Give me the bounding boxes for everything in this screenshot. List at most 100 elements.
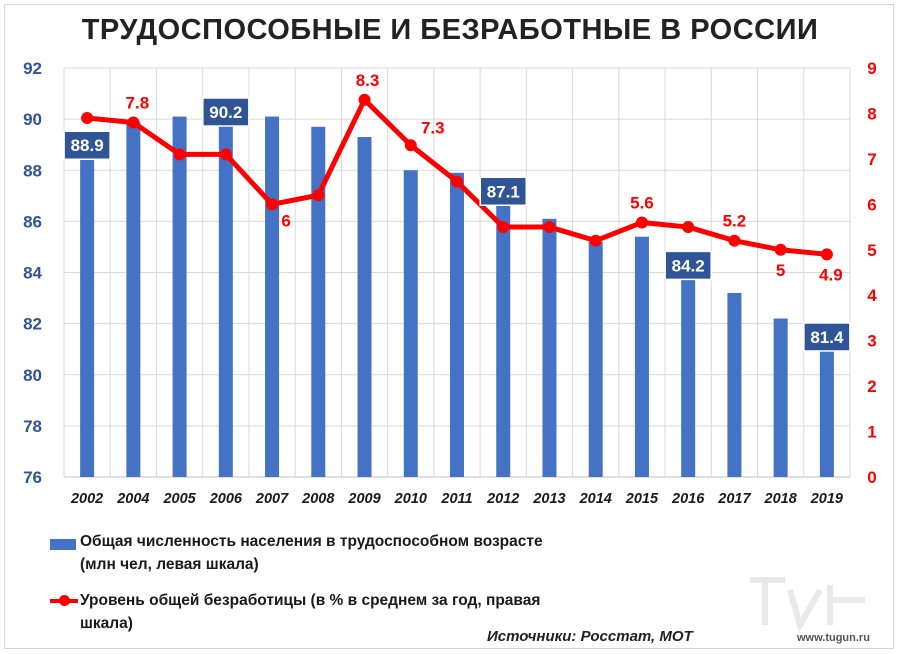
bar [357,137,372,478]
line-data-label: 7.3 [421,118,445,137]
bar-label-box [202,97,250,127]
line-data-label: 5.6 [630,194,654,213]
y-right-tick-label: 1 [867,423,876,442]
line-point [219,148,232,161]
line-point [312,189,325,202]
x-tick-label: 2012 [486,491,519,507]
line-point [358,93,371,106]
line-data-label: 8.3 [356,71,380,90]
chart-frame [4,4,894,649]
bar-label-box [63,130,111,160]
y-left-tick-label: 86 [23,212,42,231]
legend-population-label: Общая численность населения в трудоспосо… [80,533,543,550]
line-point [589,234,602,247]
legend-unemployment-label-2: шкала) [80,615,133,632]
x-tick-label: 2010 [394,491,427,507]
bar-data-label: 87.1 [487,182,520,201]
x-tick-label: 2005 [162,491,196,507]
bar [681,267,696,477]
legend-population-label-2: (млн чел, левая шкала) [80,556,259,573]
y-left-tick-label: 92 [23,59,42,78]
bar-label-box [664,250,712,281]
bar [727,292,742,477]
line-point [774,243,787,256]
y-left-tick-label: 88 [23,161,42,180]
y-right-tick-label: 4 [867,286,877,305]
chart-title: ТРУДОСПОСОБНЫЕ И БЕЗРАБОТНЫЕ В РОССИИ [81,14,819,46]
bar [634,236,649,477]
line-point [497,221,510,234]
line-point [81,111,94,124]
x-tick-label: 2011 [440,491,472,507]
bar [588,241,603,477]
bar-data-label: 84.2 [672,256,705,275]
bar [172,116,187,477]
bar [773,318,788,477]
line-data-label: 5.2 [723,212,747,231]
y-right-tick-label: 8 [867,104,876,123]
line-point [728,234,741,247]
x-tick-label: 2009 [347,491,380,507]
line-point [543,221,556,234]
x-tick-label: 2008 [301,491,335,507]
x-tick-label: 2006 [209,491,243,507]
bar [218,114,233,477]
y-left-tick-label: 84 [23,264,42,283]
y-left-tick-label: 80 [23,366,42,385]
y-left-tick-label: 76 [23,468,42,487]
line-point [404,139,417,152]
line-point [635,216,648,229]
line-data-label: 7.8 [126,94,150,113]
bar-label-box [479,176,527,207]
line-point [820,248,833,261]
line-data-label: 6 [281,211,290,230]
bar [311,126,326,477]
bar-data-label: 90.2 [209,103,242,122]
y-left-tick-label: 82 [23,315,42,334]
x-tick-label: 2018 [764,491,798,507]
y-left-tick-label: 90 [23,110,42,129]
bar [496,193,511,477]
x-tick-label: 2014 [579,491,612,507]
line-point [451,175,463,188]
y-right-tick-label: 5 [867,241,876,260]
bar [403,170,418,477]
y-right-tick-label: 7 [867,150,876,169]
bar [265,116,280,477]
y-right-tick-label: 2 [867,377,876,396]
bar-data-label: 88.9 [71,136,104,155]
x-tick-label: 2015 [625,491,659,507]
line-point [127,116,140,129]
bar [819,338,834,477]
line-point [173,148,186,161]
bar [450,172,464,477]
bar [542,218,557,477]
y-right-tick-label: 6 [867,195,876,214]
line-data-label: 4.9 [819,265,843,284]
x-tick-label: 2002 [70,491,103,507]
y-right-tick-label: 9 [867,59,876,78]
x-tick-label: 2016 [671,491,705,507]
legend-line-marker [59,595,70,606]
y-right-tick-label: 3 [867,332,876,351]
x-tick-label: 2007 [255,491,289,507]
x-tick-label: 2017 [717,491,751,507]
y-left-tick-label: 78 [23,417,42,436]
bar-label-box [803,322,851,352]
bar [80,147,95,477]
line-point [266,198,279,211]
bar-data-label: 81.4 [810,328,844,347]
line-point [682,221,695,234]
source-note: Источники: Росстат, МОТ [487,628,693,645]
y-right-tick-label: 0 [867,468,876,487]
x-tick-label: 2019 [810,491,843,507]
watermark-logo-icon [750,577,865,633]
x-tick-label: 2004 [116,491,149,507]
legend-unemployment-label: Уровень общей безработицы (в % в среднем… [80,592,541,609]
watermark-text: www.tugun.ru [797,632,870,644]
bar [126,121,141,478]
x-tick-label: 2013 [532,491,565,507]
legend-bar-swatch [50,539,76,550]
line-data-label: 5 [776,261,785,280]
